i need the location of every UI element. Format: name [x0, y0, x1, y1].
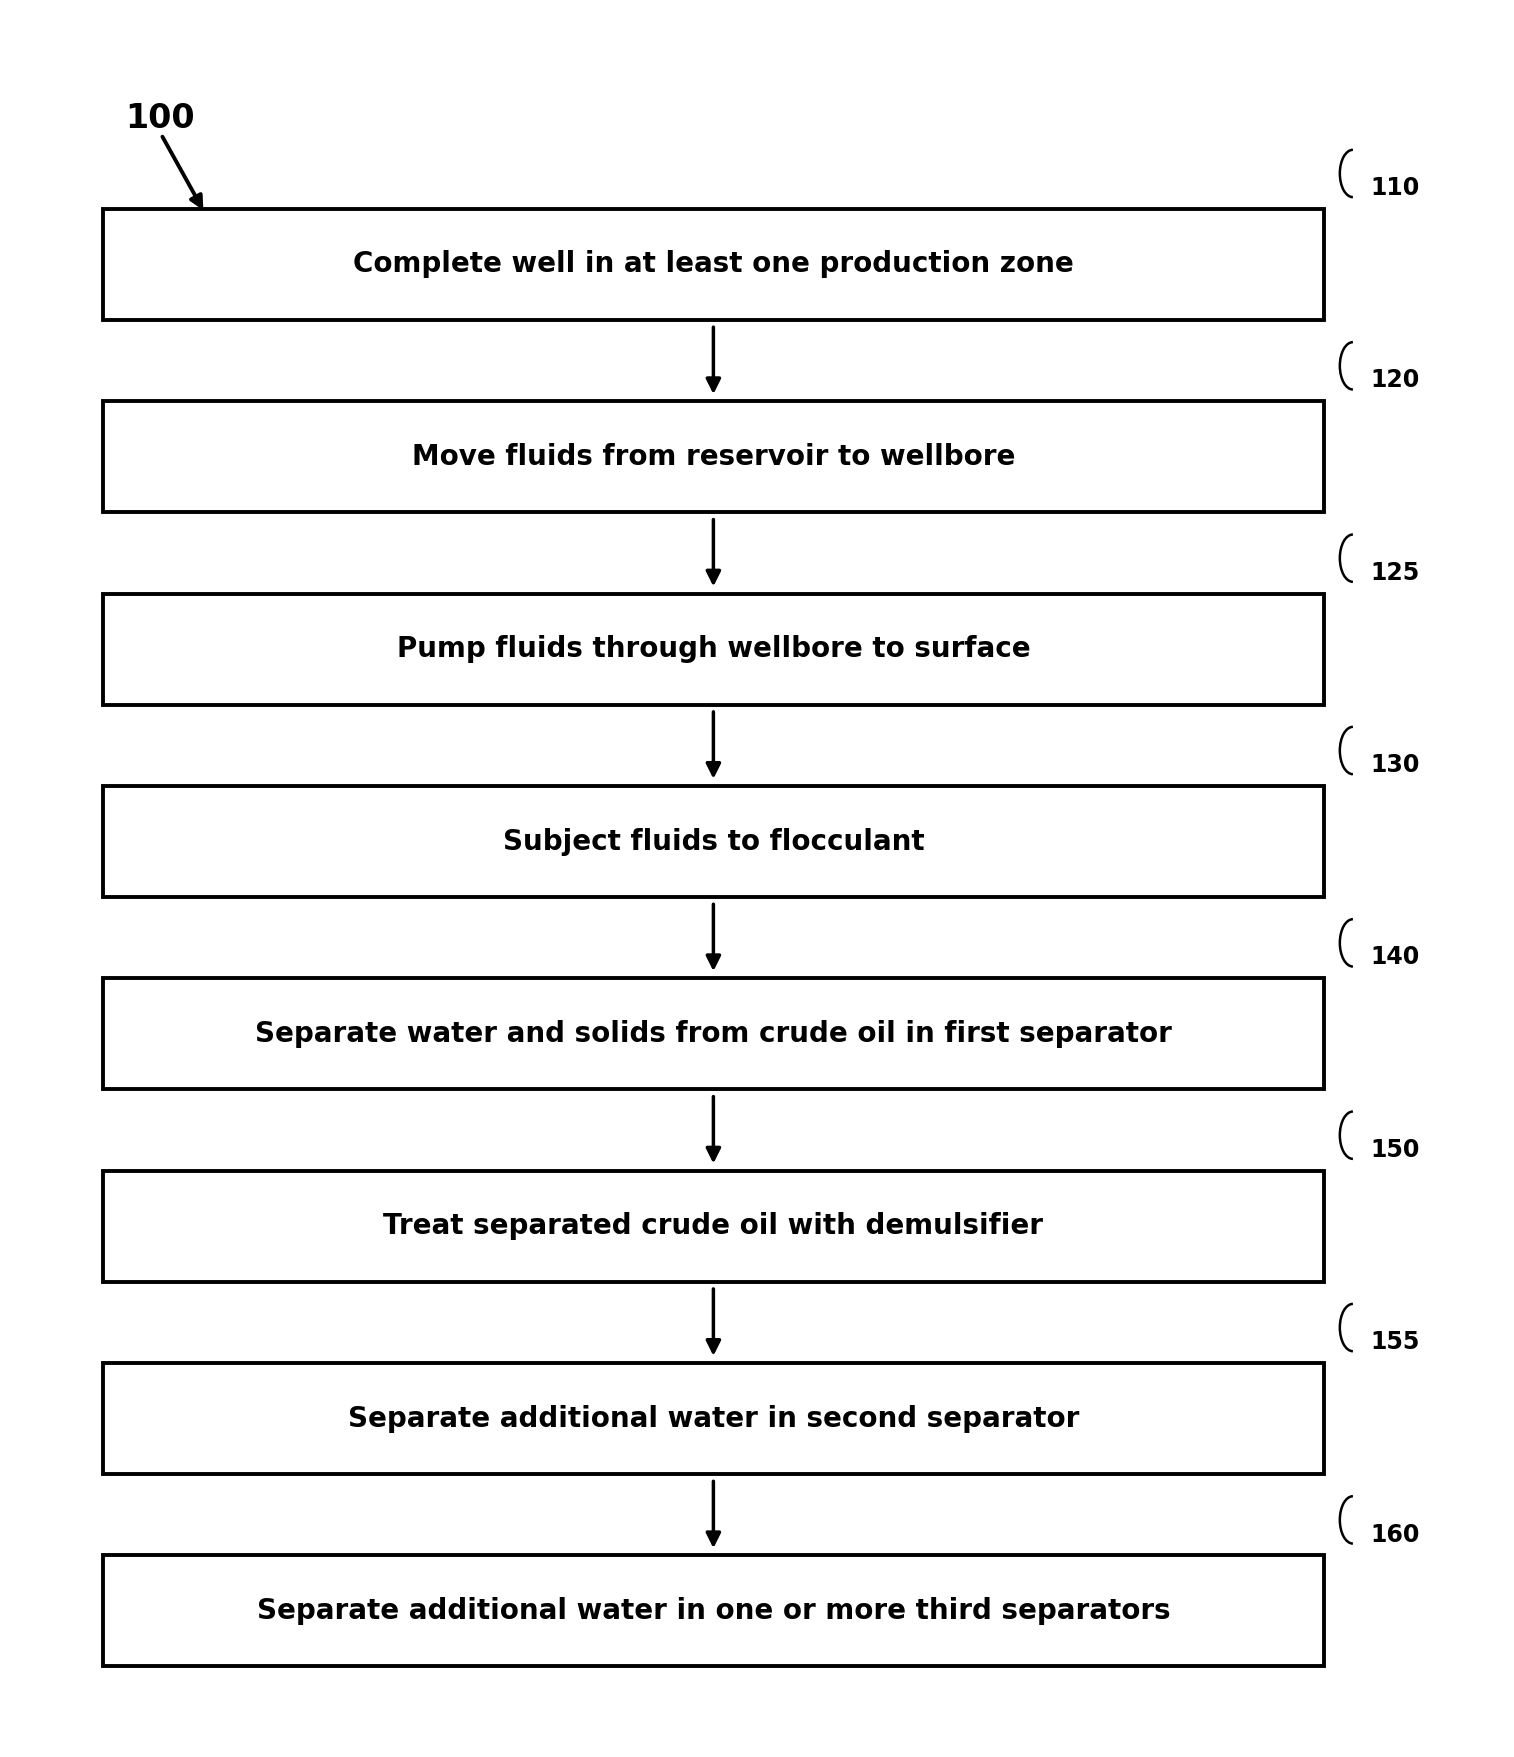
Bar	[103, 1363, 1323, 1474]
Text: 110: 110	[1370, 176, 1420, 200]
Text: 125: 125	[1370, 560, 1420, 585]
Text: Treat separated crude oil with demulsifier: Treat separated crude oil with demulsifi…	[383, 1212, 1043, 1240]
Text: 100: 100	[124, 102, 194, 135]
Bar	[103, 209, 1323, 320]
Bar	[103, 594, 1323, 705]
Bar	[103, 785, 1323, 898]
Bar	[103, 979, 1323, 1089]
Text: Move fluids from reservoir to wellbore: Move fluids from reservoir to wellbore	[412, 443, 1014, 471]
Text: 140: 140	[1370, 945, 1420, 970]
Text: Separate water and solids from crude oil in first separator: Separate water and solids from crude oil…	[254, 1019, 1172, 1047]
Text: 160: 160	[1370, 1523, 1420, 1546]
Text: Separate additional water in one or more third separators: Separate additional water in one or more…	[256, 1597, 1170, 1625]
Text: Pump fluids through wellbore to surface: Pump fluids through wellbore to surface	[397, 636, 1030, 662]
Bar	[103, 1555, 1323, 1666]
Text: 120: 120	[1370, 369, 1420, 392]
Bar	[103, 1170, 1323, 1281]
Bar	[103, 401, 1323, 513]
Text: Separate additional water in second separator: Separate additional water in second sepa…	[348, 1404, 1079, 1432]
Text: Subject fluids to flocculant: Subject fluids to flocculant	[503, 828, 924, 856]
Text: Complete well in at least one production zone: Complete well in at least one production…	[353, 251, 1073, 278]
Text: 130: 130	[1370, 754, 1420, 777]
Text: 150: 150	[1370, 1139, 1420, 1161]
Text: 155: 155	[1370, 1330, 1420, 1355]
